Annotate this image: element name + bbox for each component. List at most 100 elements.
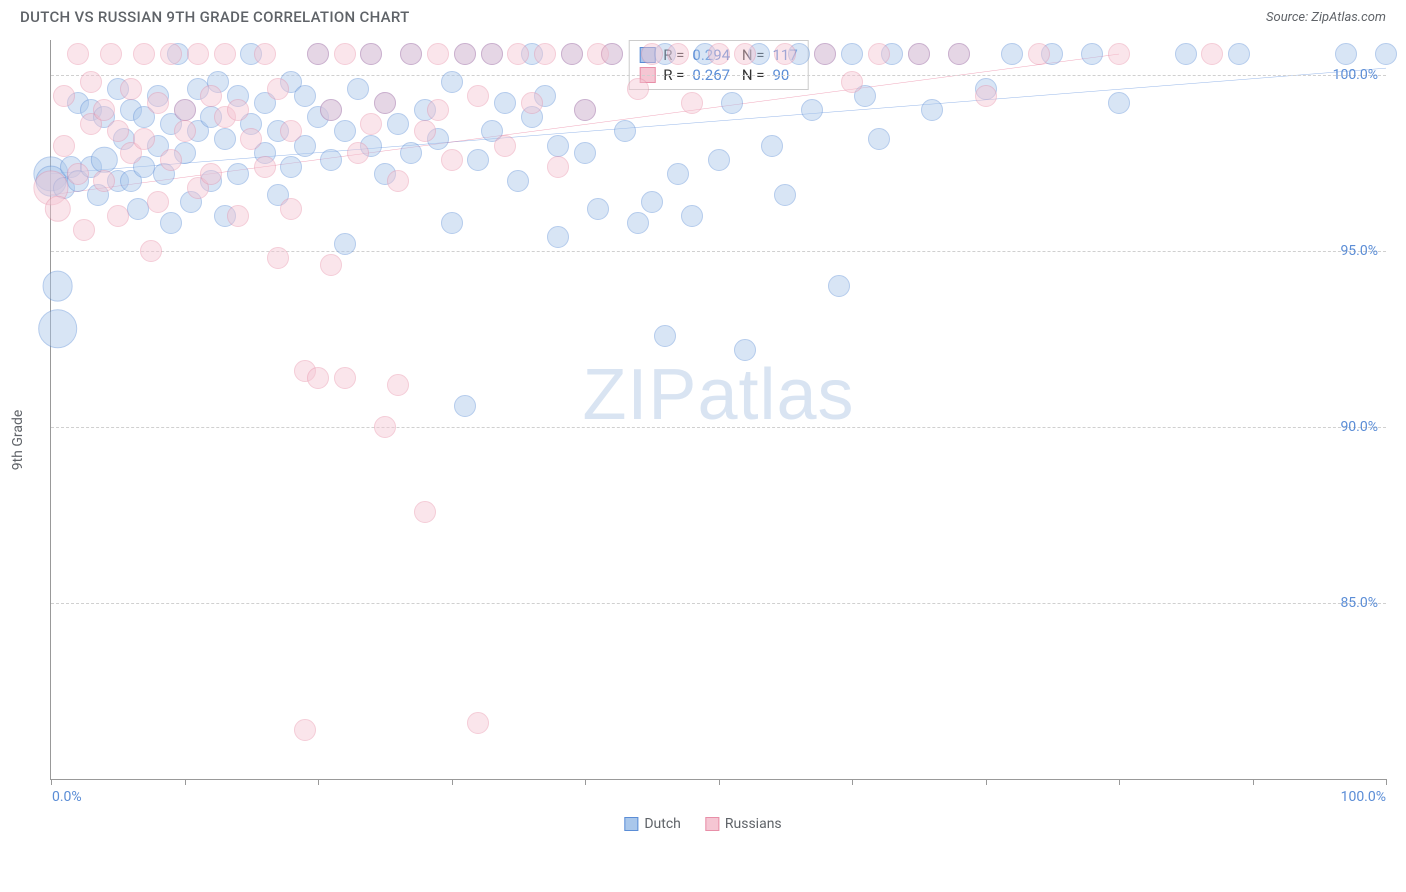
scatter-point bbox=[44, 196, 70, 222]
scatter-point bbox=[347, 78, 369, 100]
scatter-point bbox=[1228, 43, 1250, 65]
scatter-point bbox=[387, 113, 409, 135]
scatter-point bbox=[681, 92, 703, 114]
scatter-point bbox=[320, 99, 342, 121]
scatter-point bbox=[133, 43, 155, 65]
scatter-point bbox=[93, 99, 115, 121]
scatter-point bbox=[534, 43, 556, 65]
scatter-point bbox=[254, 43, 276, 65]
watermark-bold: ZIP bbox=[582, 355, 697, 435]
scatter-point bbox=[294, 719, 316, 741]
scatter-point bbox=[1081, 43, 1103, 65]
scatter-point bbox=[641, 43, 663, 65]
scatter-point bbox=[641, 191, 663, 213]
scatter-point bbox=[140, 240, 162, 262]
scatter-point bbox=[240, 128, 262, 150]
y-tick-label: 90.0% bbox=[1340, 419, 1378, 435]
scatter-point bbox=[441, 212, 463, 234]
scatter-point bbox=[320, 149, 342, 171]
scatter-point bbox=[200, 163, 222, 185]
scatter-point bbox=[53, 85, 75, 107]
series-legend-dutch: Dutch bbox=[624, 816, 681, 832]
scatter-point bbox=[841, 43, 863, 65]
scatter-point bbox=[93, 170, 115, 192]
scatter-point bbox=[67, 43, 89, 65]
scatter-point bbox=[334, 233, 356, 255]
scatter-point bbox=[721, 92, 743, 114]
scatter-point bbox=[267, 78, 289, 100]
scatter-point bbox=[127, 198, 149, 220]
y-tick-label: 85.0% bbox=[1340, 595, 1378, 611]
scatter-point bbox=[921, 99, 943, 121]
scatter-point bbox=[38, 309, 78, 349]
series-name-dutch: Dutch bbox=[644, 816, 681, 832]
scatter-point bbox=[360, 113, 382, 135]
scatter-point bbox=[400, 43, 422, 65]
scatter-point bbox=[467, 712, 489, 734]
scatter-point bbox=[53, 135, 75, 157]
scatter-point bbox=[627, 212, 649, 234]
scatter-point bbox=[521, 92, 543, 114]
scatter-point bbox=[574, 99, 596, 121]
scatter-point bbox=[708, 149, 730, 171]
x-axis-max-label: 100.0% bbox=[1341, 789, 1386, 805]
x-tick bbox=[318, 779, 319, 785]
watermark-light: atlas bbox=[697, 355, 854, 435]
scatter-point bbox=[774, 184, 796, 206]
chart-container: 9th Grade ZIPatlas R = 0.294 N = 117 R =… bbox=[0, 30, 1406, 850]
scatter-point bbox=[868, 43, 890, 65]
scatter-point bbox=[160, 149, 182, 171]
scatter-point bbox=[975, 85, 997, 107]
scatter-point bbox=[374, 416, 396, 438]
scatter-point bbox=[387, 374, 409, 396]
y-tick-label: 100.0% bbox=[1333, 67, 1378, 83]
scatter-point bbox=[1028, 43, 1050, 65]
scatter-point bbox=[227, 163, 249, 185]
swatch-icon bbox=[705, 817, 719, 831]
scatter-point bbox=[614, 120, 636, 142]
series-legend-russians: Russians bbox=[705, 816, 782, 832]
scatter-point bbox=[334, 367, 356, 389]
scatter-point bbox=[441, 149, 463, 171]
scatter-point bbox=[1175, 43, 1197, 65]
scatter-point bbox=[454, 395, 476, 417]
scatter-point bbox=[547, 135, 569, 157]
scatter-point bbox=[147, 92, 169, 114]
scatter-point bbox=[174, 120, 196, 142]
scatter-point bbox=[267, 247, 289, 269]
scatter-point bbox=[360, 43, 382, 65]
scatter-point bbox=[42, 271, 73, 302]
scatter-point bbox=[160, 43, 182, 65]
scatter-point bbox=[481, 43, 503, 65]
scatter-point bbox=[547, 226, 569, 248]
scatter-point bbox=[133, 128, 155, 150]
scatter-point bbox=[174, 99, 196, 121]
scatter-point bbox=[761, 135, 783, 157]
scatter-point bbox=[280, 120, 302, 142]
series-name-russians: Russians bbox=[725, 816, 782, 832]
scatter-point bbox=[307, 367, 329, 389]
scatter-point bbox=[547, 156, 569, 178]
scatter-point bbox=[774, 43, 796, 65]
series-legend: Dutch Russians bbox=[624, 816, 781, 832]
scatter-point bbox=[100, 43, 122, 65]
scatter-point bbox=[467, 85, 489, 107]
scatter-point bbox=[454, 43, 476, 65]
scatter-point bbox=[334, 120, 356, 142]
scatter-point bbox=[494, 92, 516, 114]
scatter-point bbox=[280, 198, 302, 220]
scatter-point bbox=[841, 71, 863, 93]
scatter-point bbox=[948, 43, 970, 65]
x-tick bbox=[852, 779, 853, 785]
gridline bbox=[51, 427, 1386, 428]
x-tick bbox=[185, 779, 186, 785]
plot-area: ZIPatlas R = 0.294 N = 117 R = 0.267 N =… bbox=[50, 40, 1386, 780]
scatter-point bbox=[227, 99, 249, 121]
scatter-point bbox=[334, 43, 356, 65]
scatter-point bbox=[574, 142, 596, 164]
y-axis-label: 9th Grade bbox=[10, 410, 26, 471]
scatter-point bbox=[507, 43, 529, 65]
y-tick-label: 95.0% bbox=[1340, 243, 1378, 259]
scatter-point bbox=[120, 78, 142, 100]
scatter-point bbox=[1108, 92, 1130, 114]
